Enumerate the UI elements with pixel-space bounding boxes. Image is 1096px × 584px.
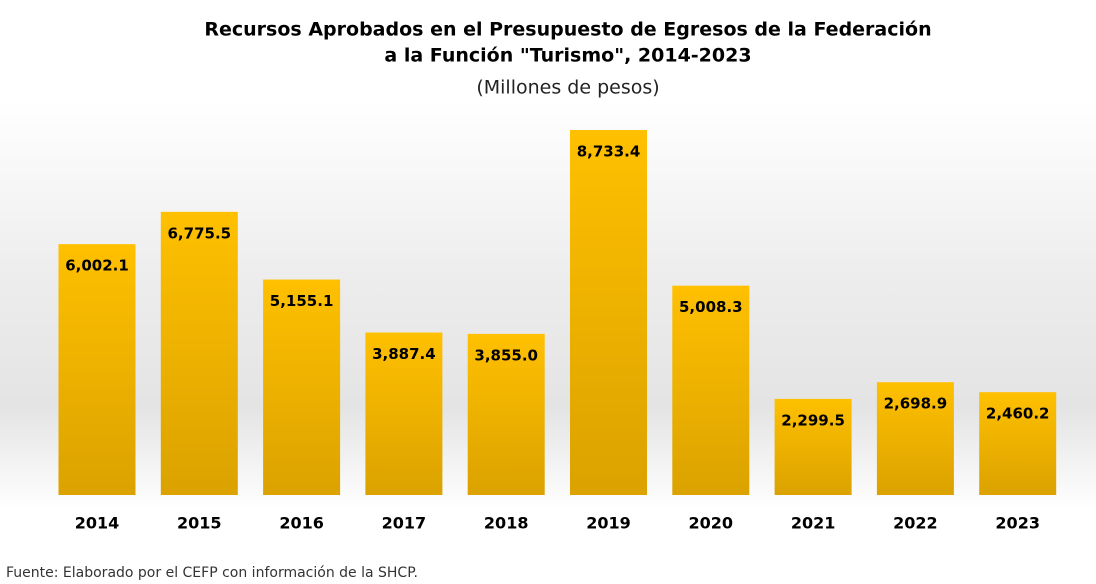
value-label: 2,299.5 [781,411,845,429]
x-tick-label: 2020 [689,514,734,533]
value-label: 5,008.3 [679,298,743,316]
chart-title: a la Función "Turismo", 2014-2023 [384,45,751,67]
x-tick-label: 2017 [382,514,427,533]
bar [365,332,443,495]
value-label: 6,002.1 [65,257,129,275]
bar [672,285,750,495]
bar [58,244,136,495]
bar [979,392,1057,495]
x-tick-label: 2014 [75,514,120,533]
x-tick-label: 2015 [177,514,222,533]
source-note: Fuente: Elaborado por el CEFP con inform… [6,565,418,581]
bar [160,211,238,495]
value-label: 3,887.4 [372,345,436,363]
x-tick-label: 2019 [586,514,631,533]
bar [774,398,852,495]
bar [570,130,647,495]
value-label: 2,460.2 [986,405,1050,423]
bar [876,382,954,495]
x-tick-label: 2018 [484,514,529,533]
x-tick-label: 2022 [893,514,938,533]
x-tick-label: 2021 [791,514,836,533]
value-label: 2,698.9 [884,395,948,413]
x-tick-label: 2016 [279,514,324,533]
chart-subtitle: (Millones de pesos) [476,77,659,99]
value-label: 5,155.1 [270,292,334,310]
bar [263,279,341,495]
x-tick-label: 2023 [995,514,1040,533]
value-label: 8,733.4 [577,143,641,161]
bar [467,333,545,495]
value-label: 3,855.0 [474,346,538,364]
value-label: 6,775.5 [168,224,232,242]
chart-title: Recursos Aprobados en el Presupuesto de … [204,19,931,41]
